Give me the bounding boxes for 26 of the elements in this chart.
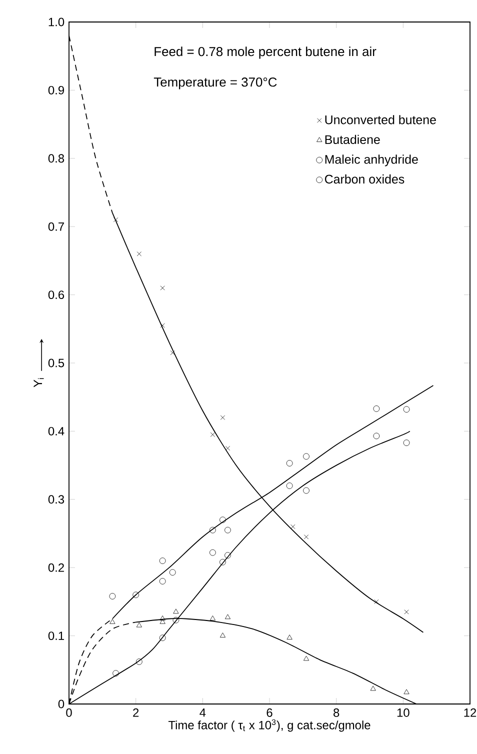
y-tick-label: 0.3 [48,495,64,504]
y-tick-label: 0.9 [48,86,64,94]
y-tick-label: 0 [58,700,64,708]
x-axis-title: Time factor ( τ$_{t}$ x 10$^{3}$), g cat.sec/gmole [168,719,370,732]
x-tick-label: 12 [464,708,476,717]
legend-label: Unconverted butene [325,115,436,124]
y-tick-label: 0.1 [48,632,64,640]
y-tick-label: 0.6 [48,290,64,300]
y-tick-label: 0.2 [48,563,64,572]
legend-label: Carbon oxides [324,174,404,184]
y-axis-title: Y$_{i}$ [34,378,44,388]
y-tick-label: 0.8 [48,154,64,163]
y-tick-label: 1.0 [48,18,64,26]
annotation: Temperature = 370°C [154,78,277,90]
x-tick-label: 0 [66,708,72,717]
x-tick-label: 4 [200,708,206,717]
x-tick-label: 2 [133,708,139,717]
y-tick-label: 0.5 [48,358,64,368]
y-tick-label: 0.4 [48,426,64,436]
x-tick-label: 8 [334,708,340,717]
annotation: Feed = 0.78 mole percent butene in air [154,46,376,59]
legend-label: Butadiene [325,134,380,144]
y-tick-label: 0.7 [48,222,64,231]
x-tick-label: 6 [266,708,272,717]
legend-label: Maleic anhydride [325,154,418,166]
x-tick-label: 10 [397,708,410,717]
